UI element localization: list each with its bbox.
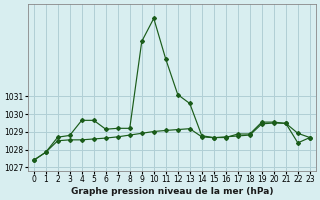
X-axis label: Graphe pression niveau de la mer (hPa): Graphe pression niveau de la mer (hPa) [70,187,273,196]
